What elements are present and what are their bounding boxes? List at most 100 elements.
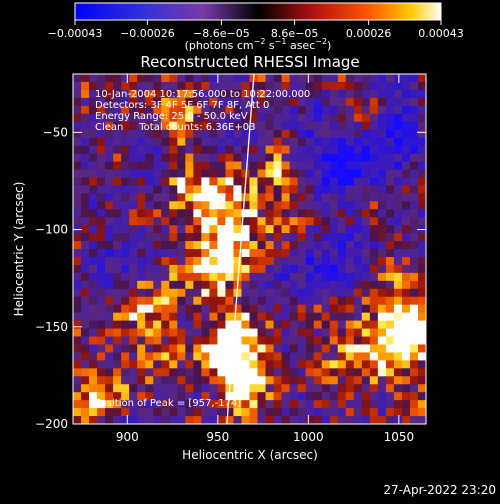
heatmap-cell	[161, 249, 170, 258]
heatmap-cell	[297, 256, 307, 266]
heatmap-cell	[385, 328, 395, 337]
heatmap-cell	[89, 121, 98, 131]
heatmap-cell	[217, 408, 226, 417]
heatmap-cell	[345, 280, 355, 290]
heatmap-cell	[297, 272, 307, 282]
heatmap-cell	[89, 320, 98, 329]
heatmap-cell	[233, 145, 242, 154]
heatmap-cell	[201, 185, 210, 194]
heatmap-cell	[385, 129, 395, 139]
heatmap-cell	[313, 400, 323, 409]
heatmap-cell	[145, 129, 154, 139]
heatmap-cell	[217, 304, 226, 314]
heatmap-cell	[89, 328, 98, 337]
heatmap-cell	[217, 288, 226, 298]
heatmap-cell	[249, 312, 258, 321]
heatmap-cell	[121, 193, 130, 202]
heatmap-cell	[345, 272, 355, 282]
heatmap-cell	[305, 185, 315, 194]
heatmap-cell	[233, 121, 242, 131]
heatmap-cell	[393, 320, 403, 329]
heatmap-cell	[161, 368, 170, 377]
heatmap-cell	[321, 384, 331, 393]
heatmap-cell	[169, 129, 178, 139]
heatmap-cell	[233, 233, 242, 242]
heatmap-cell	[73, 336, 82, 345]
heatmap-cell	[81, 145, 90, 154]
heatmap-cell	[241, 272, 250, 282]
heatmap-cell	[201, 336, 210, 345]
heatmap-cell	[353, 320, 363, 329]
heatmap-cell	[345, 217, 355, 226]
heatmap-cell	[89, 233, 98, 242]
heatmap-cell	[233, 225, 242, 234]
heatmap-cell	[353, 153, 363, 162]
heatmap-cell	[361, 312, 371, 321]
heatmap-cell	[161, 129, 170, 139]
heatmap-cell	[353, 304, 363, 314]
heatmap-cell	[121, 249, 130, 258]
heatmap-cell	[377, 209, 387, 218]
heatmap-cell	[153, 193, 162, 202]
heatmap-cell	[361, 177, 371, 186]
heatmap-cell	[361, 241, 371, 250]
heatmap-cell	[145, 352, 154, 361]
heatmap-cell	[417, 416, 426, 424]
annotation-time-range: 10-Jan-2004 10:17:56.000 to 10:22:00.000	[95, 89, 310, 100]
heatmap-cell	[297, 233, 307, 242]
heatmap-cell	[137, 344, 146, 353]
heatmap-cell	[369, 360, 379, 369]
heatmap-cell	[297, 336, 307, 345]
heatmap-cell	[201, 392, 210, 401]
heatmap-cell	[409, 217, 419, 226]
heatmap-cell	[297, 97, 307, 107]
heatmap-cell	[193, 360, 202, 369]
heatmap-cell	[97, 320, 106, 329]
heatmap-cell	[105, 384, 114, 393]
heatmap-cell	[289, 113, 299, 123]
heatmap-cell	[417, 400, 426, 409]
heatmap-cell	[297, 169, 307, 178]
heatmap-cell	[265, 416, 274, 424]
heatmap-cell	[369, 113, 379, 123]
heatmap-cell	[361, 288, 371, 298]
heatmap-cell	[97, 74, 106, 83]
heatmap-cell	[81, 209, 90, 218]
heatmap-cell	[145, 360, 154, 369]
heatmap-cell	[97, 288, 106, 298]
heatmap-cell	[153, 296, 162, 306]
heatmap-cell	[169, 264, 178, 274]
heatmap-cell	[201, 145, 210, 154]
heatmap-cell	[281, 249, 291, 258]
heatmap-cell	[81, 161, 90, 170]
heatmap-cell	[105, 185, 114, 194]
heatmap-cell	[81, 121, 90, 131]
heatmap-cell	[265, 193, 274, 202]
heatmap-cell	[185, 368, 194, 377]
heatmap-cell	[177, 376, 186, 385]
heatmap-cell	[265, 169, 274, 178]
heatmap-cell	[81, 264, 90, 274]
heatmap-cell	[137, 400, 146, 409]
heatmap-cell	[177, 121, 186, 131]
heatmap-cell	[241, 264, 250, 274]
heatmap-cell	[257, 121, 266, 131]
heatmap-cell	[345, 336, 355, 345]
heatmap-cell	[249, 408, 258, 417]
heatmap-cell	[169, 344, 178, 353]
heatmap-cell	[329, 209, 339, 218]
heatmap-cell	[401, 209, 411, 218]
heatmap-cell	[73, 408, 82, 417]
heatmap-cell	[129, 177, 138, 186]
heatmap-cell	[353, 201, 363, 210]
heatmap-cell	[409, 145, 419, 154]
heatmap-cell	[273, 201, 282, 210]
heatmap-cell	[153, 272, 162, 282]
heatmap-cell	[257, 177, 266, 186]
heatmap-cell	[225, 161, 234, 170]
heatmap-cell	[177, 241, 186, 250]
heatmap-cell	[161, 272, 170, 282]
heatmap-cell	[225, 233, 234, 242]
heatmap-cell	[297, 400, 307, 409]
heatmap-cell	[241, 352, 250, 361]
